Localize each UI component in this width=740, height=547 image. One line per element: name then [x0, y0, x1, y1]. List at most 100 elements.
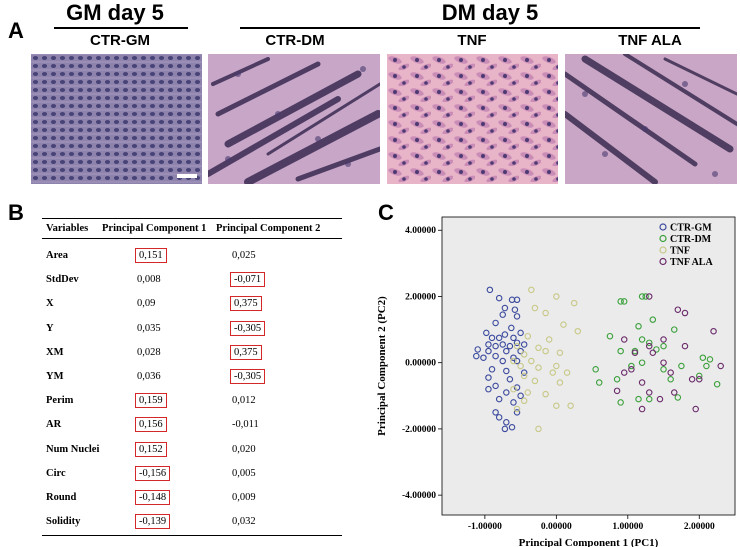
scatter-point-ctr-dm [660, 366, 667, 373]
scatter-point-ctr-dm [592, 366, 599, 373]
scatter-point-tnf-ala [645, 389, 653, 396]
scatter-point-tnf [549, 369, 557, 376]
scatter-point-tnf [545, 336, 553, 343]
scatter-point-tnf [542, 309, 549, 317]
scatter-point-ctr-gm [492, 409, 499, 416]
scatter-point-ctr-gm [495, 334, 503, 342]
table-cell-pc1: 0,035 [137, 322, 161, 334]
scatter-point-ctr-gm [513, 339, 521, 347]
x-axis-label: Principal Component 1 (PC1) [519, 537, 659, 547]
table-variable-area: Area [46, 250, 68, 261]
scatter-point-ctr-dm [595, 379, 603, 386]
legend-marker-ctr-dm [659, 234, 667, 243]
scatter-point-ctr-dm [678, 362, 685, 370]
table-variable-y: Y [46, 322, 54, 334]
scatter-point-ctr-gm [517, 347, 524, 355]
scatter-point-tnf-ala [688, 375, 696, 383]
scatter-point-ctr-dm [674, 394, 682, 401]
scatter-point-ctr-gm [503, 367, 510, 375]
scatter-point-ctr-gm [520, 369, 528, 376]
scatter-point-ctr-gm [510, 399, 517, 406]
panel-b-letter: B [8, 200, 24, 225]
scatter-point-tnf [553, 293, 560, 300]
scatter-point-ctr-gm [513, 296, 521, 304]
image-label-tnf-ala: TNF ALA [618, 32, 682, 49]
micrograph-tnf [387, 54, 558, 184]
scatter-point-ctr-gm [495, 294, 503, 302]
scatter-point-tnf-ala [660, 359, 667, 366]
scatter-point-tnf-ala [667, 369, 674, 376]
scatter-point-ctr-gm [506, 342, 514, 350]
scatter-point-ctr-dm [638, 336, 646, 343]
scatter-point-ctr-gm [485, 374, 492, 381]
scatter-point-ctr-gm [510, 334, 517, 342]
scatter-point-tnf [513, 342, 521, 350]
dm-day-header: DM day 5 [441, 0, 539, 25]
scatter-point-ctr-gm [513, 357, 521, 365]
scatter-point-ctr-dm [645, 339, 653, 347]
gm-day-header: GM day 5 [66, 0, 164, 25]
table-cell-pc1: 0,008 [137, 274, 161, 286]
scatter-point-ctr-dm [696, 372, 703, 380]
scatter-point-ctr-dm [638, 359, 646, 366]
x-tick-label: 0.00000 [541, 522, 572, 532]
scatter-point-ctr-gm [517, 329, 524, 337]
scatter-point-ctr-gm [503, 419, 510, 426]
scatter-point-tnf-ala [638, 379, 646, 386]
table-cell-pc1: 0,156 [135, 417, 167, 433]
scatter-point-ctr-dm [653, 346, 660, 353]
scatter-point-ctr-gm [503, 347, 510, 355]
scatter-point-tnf [563, 369, 571, 376]
legend-label: CTR-DM [670, 234, 712, 245]
scatter-point-ctr-dm [613, 375, 621, 383]
table-cell-pc1: -0,156 [134, 465, 171, 481]
x-tick-label: 1.00000 [612, 522, 643, 532]
scatter-point-tnf [560, 321, 567, 328]
table-cell-pc1: 0,151 [135, 248, 167, 263]
scatter-point-ctr-gm [483, 329, 490, 337]
scatter-point-ctr-dm [642, 293, 649, 300]
scatter-point-tnf [531, 304, 539, 312]
scatter-point-ctr-dm [667, 375, 674, 383]
scatter-point-tnf [542, 390, 549, 398]
y-tick-label: -4.00000 [402, 491, 436, 501]
y-tick-label: -2.00000 [402, 425, 436, 435]
scatter-point-tnf-ala [674, 306, 682, 313]
scatter-point-tnf [535, 344, 542, 352]
scatter-point-ctr-dm [671, 326, 678, 333]
table-variable-perim: Perim [46, 395, 74, 407]
scatter-point-ctr-dm [620, 298, 628, 305]
scatter-point-ctr-gm [495, 414, 503, 421]
scatter-point-ctr-dm [606, 332, 614, 340]
scatter-point-ctr-dm [699, 354, 707, 361]
table-cell-pc2: 0,032 [232, 516, 256, 528]
scatter-point-ctr-gm [499, 311, 506, 318]
table-cell-pc2: 0,009 [232, 492, 256, 503]
legend-marker-ctr-gm [659, 223, 667, 231]
scatter-point-ctr-gm [488, 334, 496, 342]
x-tick-label: -1.00000 [468, 522, 502, 532]
scatter-point-tnf-ala [613, 387, 621, 395]
scatter-point-ctr-gm [506, 375, 514, 383]
scatter-point-ctr-dm [649, 316, 657, 323]
table-variable-xm: XM [46, 346, 64, 358]
scatter-point-tnf-ala [717, 362, 724, 370]
scatter-point-tnf-ala [620, 369, 628, 376]
scatter-point-ctr-gm [492, 319, 499, 327]
scatter-point-tnf [510, 385, 517, 393]
scatter-point-ctr-gm [499, 341, 506, 348]
scatter-point-ctr-gm [517, 392, 524, 400]
legend-marker-tnf-ala [659, 257, 667, 266]
table-cell-pc2: 0,012 [232, 395, 256, 407]
table-cell-pc1: 0,09 [137, 298, 156, 310]
plot-area [441, 216, 736, 516]
scatter-point-tnf-ala [638, 405, 646, 413]
scatter-point-tnf [528, 357, 535, 365]
micrograph-ctr-gm [31, 54, 202, 184]
y-axis-label: Principal Component 2 (PC2) [376, 296, 388, 436]
scatter-point-ctr-dm [617, 298, 624, 305]
scatter-point-ctr-dm [645, 395, 653, 403]
scatter-point-tnf [556, 349, 564, 357]
scatter-point-ctr-gm [520, 341, 528, 348]
scatter-point-ctr-dm [635, 323, 642, 330]
